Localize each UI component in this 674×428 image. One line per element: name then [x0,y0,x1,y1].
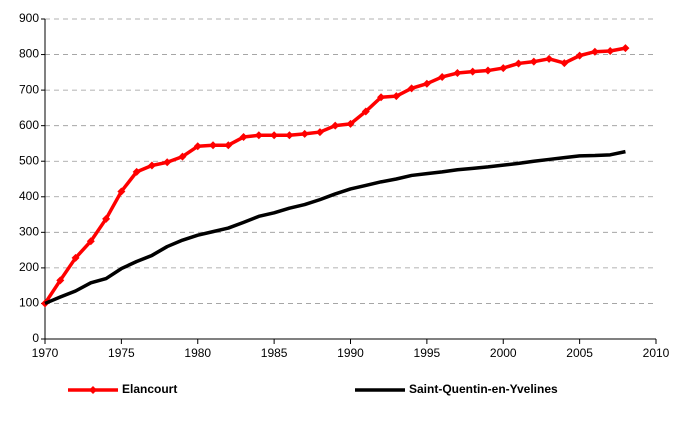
point [270,131,279,140]
y-tick-label: 200 [19,260,39,274]
y-tick-label: 300 [19,225,39,239]
y-tick-label: 400 [19,189,39,203]
point [224,141,233,150]
point [453,69,462,78]
point [132,167,141,176]
point [529,57,538,66]
x-tick-label: 1995 [414,346,441,360]
point [117,187,126,196]
y-tick-label: 100 [19,296,39,310]
x-tick-label: 2000 [490,346,517,360]
point [102,214,111,223]
y-tick-label: 500 [19,153,39,167]
legend-marker [89,386,97,394]
point [575,51,584,60]
point [193,142,202,151]
point [590,47,599,56]
point [331,121,340,130]
point [560,59,569,68]
point [545,54,554,63]
point [483,66,492,75]
point [407,84,416,93]
point [361,107,370,116]
point [254,131,263,140]
x-tick-label: 1975 [108,346,135,360]
legend-label: Elancourt [122,382,177,396]
point [71,253,80,262]
point [178,152,187,161]
point [606,47,615,55]
point [514,59,523,68]
x-tick-label: 1990 [337,346,364,360]
point [315,128,324,137]
point [209,141,218,150]
y-tick-label: 600 [19,118,39,132]
point [285,131,294,140]
point [163,158,172,167]
x-tick-label: 2005 [566,346,593,360]
point [422,79,431,88]
x-tick-label: 2010 [643,346,670,360]
y-tick-label: 0 [32,331,39,345]
point [499,64,508,73]
point [147,161,156,170]
point [468,67,477,76]
point [239,133,248,142]
point [300,129,309,138]
point [621,44,630,53]
x-tick-label: 1970 [32,346,59,360]
series-line [44,149,626,306]
y-tick-label: 700 [19,82,39,96]
y-tick-label: 800 [19,47,39,61]
x-tick-label: 1985 [261,346,288,360]
point [346,119,355,128]
legend-label: Saint-Quentin-en-Yvelines [409,382,558,396]
x-tick-label: 1980 [184,346,211,360]
y-tick-label: 900 [19,11,39,25]
point [56,276,65,285]
point [377,93,386,102]
point [86,237,95,246]
point [438,72,447,81]
point [392,92,401,101]
